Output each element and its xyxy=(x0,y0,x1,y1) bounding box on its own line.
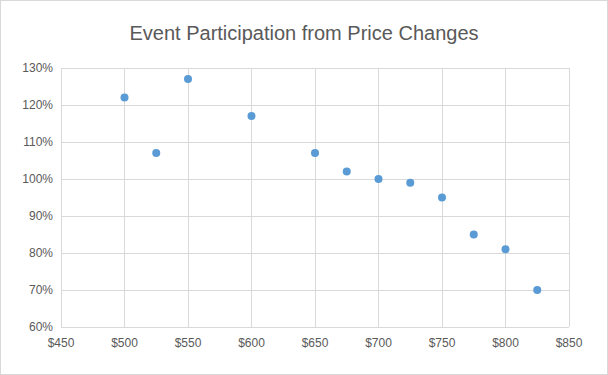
point xyxy=(375,175,383,183)
y-tick-label: 70% xyxy=(29,283,53,297)
x-tick-label: $850 xyxy=(556,336,583,350)
points xyxy=(121,75,542,294)
point xyxy=(152,149,160,157)
y-tick-label: 100% xyxy=(22,172,53,186)
grid xyxy=(61,68,569,327)
x-grid-line xyxy=(378,68,379,327)
point xyxy=(470,231,478,239)
y-tick-label: 130% xyxy=(22,61,53,75)
x-tick-label: $800 xyxy=(492,336,519,350)
point xyxy=(406,179,414,187)
point xyxy=(311,149,319,157)
x-grid-line xyxy=(505,68,506,327)
y-tick-label: 80% xyxy=(29,246,53,260)
x-grid-line xyxy=(315,68,316,327)
chart: Event Participation from Price Changes 60… xyxy=(0,0,608,375)
title: Event Participation from Price Changes xyxy=(129,22,478,44)
y-tick-label: 90% xyxy=(29,209,53,223)
point xyxy=(343,168,351,176)
x-tick-label: $450 xyxy=(48,336,75,350)
x-tick-label: $700 xyxy=(365,336,392,350)
point xyxy=(121,94,129,102)
x-grid-line xyxy=(188,68,189,327)
x-tick-label: $500 xyxy=(111,336,138,350)
x-grid-line xyxy=(61,68,62,327)
x-tick-label: $550 xyxy=(175,336,202,350)
y-tick-label: 110% xyxy=(23,135,53,149)
x-tick-label: $650 xyxy=(302,336,329,350)
chart-border xyxy=(1,1,608,375)
x-tick-label: $750 xyxy=(429,336,456,350)
x-grid-line xyxy=(251,68,252,327)
point xyxy=(248,112,256,120)
point xyxy=(438,194,446,202)
y-tick-label: 60% xyxy=(29,320,53,334)
point xyxy=(502,245,510,253)
x-tick-label: $600 xyxy=(238,336,265,350)
y-tick-label: 120% xyxy=(22,98,53,112)
point xyxy=(184,75,192,83)
x-grid-line xyxy=(569,68,570,327)
point xyxy=(533,286,541,294)
x-grid-line xyxy=(124,68,125,327)
